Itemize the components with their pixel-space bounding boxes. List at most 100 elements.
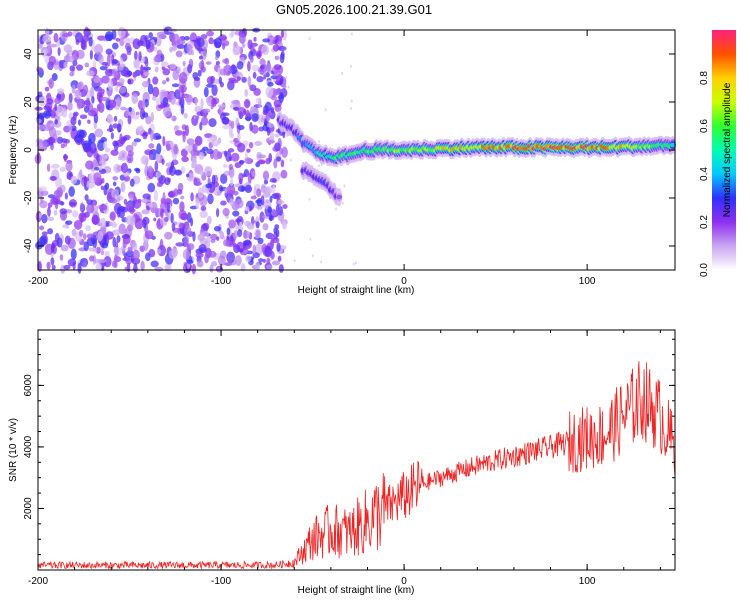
noise-blob [201, 230, 210, 237]
noise-blob [241, 76, 247, 83]
noise-blob [37, 139, 44, 150]
y-tick-label: 0 [23, 147, 34, 153]
noise-blob [216, 236, 220, 241]
noise-blob [207, 177, 211, 186]
noise-blob [93, 172, 102, 183]
noise-blob [269, 239, 275, 250]
noise-blob [256, 50, 262, 60]
noise-blob [47, 228, 54, 235]
noise-blob [164, 231, 173, 240]
noise-blob [80, 202, 84, 212]
noise-blob [82, 261, 88, 268]
noise-blob [223, 65, 227, 76]
noise-blob [234, 198, 244, 209]
noise-blob [264, 101, 272, 112]
noise-blob [285, 76, 288, 80]
noise-blob [160, 208, 164, 219]
noise-blob [111, 229, 121, 236]
y-tick-label: 4000 [23, 435, 34, 458]
noise-blob [194, 106, 203, 113]
noise-blob [128, 194, 134, 201]
noise-blob [320, 163, 323, 167]
noise-blob [276, 242, 281, 252]
noise-blob [147, 83, 154, 95]
noise-blob [97, 258, 107, 264]
noise-blob [274, 142, 281, 152]
noise-blob [110, 132, 114, 140]
snr-x-label: Height of straight line (km) [298, 585, 415, 596]
noise-blob [147, 165, 153, 173]
noise-blob [49, 43, 58, 48]
noise-blob [128, 106, 132, 113]
noise-blob [255, 229, 261, 239]
noise-blob [199, 210, 208, 219]
y-tick-label: 40 [23, 48, 34, 60]
noise-blob [86, 70, 95, 77]
noise-blob [238, 33, 246, 45]
noise-blob [178, 222, 185, 229]
colorbar-ticks: 0.0 0.2 0.4 0.6 0.8 [699, 71, 710, 277]
noise-blob [48, 55, 56, 65]
noise-blob [237, 133, 241, 141]
x-tick-label: 100 [579, 576, 596, 587]
noise-blob [251, 64, 259, 72]
noise-blob [104, 250, 110, 257]
noise-blob [262, 38, 271, 43]
noise-blob [68, 186, 75, 197]
noise-blob [85, 97, 91, 109]
noise-blob [293, 259, 296, 263]
noise-blob [59, 166, 66, 172]
noise-blob [111, 189, 120, 199]
noise-blob [256, 75, 264, 83]
noise-blob [240, 186, 245, 192]
noise-blob [278, 264, 284, 273]
noise-blob [266, 264, 273, 270]
noise-blob [194, 96, 198, 106]
noise-blob [119, 86, 127, 94]
noise-blob [277, 199, 285, 205]
noise-blob [40, 196, 44, 204]
noise-blob [44, 102, 53, 111]
noise-blob [44, 86, 50, 92]
noise-blob [274, 224, 280, 230]
noise-blob [103, 255, 112, 268]
noise-blob [120, 181, 126, 193]
noise-blob [147, 182, 156, 193]
noise-blob [84, 26, 89, 36]
noise-blob [75, 32, 84, 43]
noise-blob [165, 112, 173, 116]
noise-blob [261, 45, 270, 56]
noise-blob [150, 201, 158, 213]
noise-blob [131, 257, 141, 265]
noise-blob [274, 80, 283, 86]
noise-blob [51, 264, 56, 271]
noise-blob [119, 174, 125, 181]
noise-blob [123, 198, 128, 205]
noise-blob [91, 214, 99, 225]
noise-blob [350, 32, 353, 36]
noise-blob [174, 125, 180, 131]
noise-blob [352, 262, 355, 266]
noise-blob [129, 206, 135, 214]
noise-blob [251, 124, 259, 134]
noise-blob [124, 175, 131, 182]
noise-blob [184, 144, 193, 152]
noise-blob [112, 176, 118, 181]
noise-blob [36, 118, 42, 124]
noise-blob [72, 210, 79, 218]
x-tick-label: -100 [211, 276, 231, 287]
noise-blob [272, 44, 280, 52]
noise-blob [46, 163, 51, 172]
noise-blob [49, 175, 57, 181]
noise-blob [108, 221, 113, 227]
noise-blob [244, 184, 253, 194]
noise-blob [105, 48, 113, 55]
noise-blob [175, 242, 185, 247]
noise-blob [318, 164, 321, 168]
noise-blob [270, 131, 274, 141]
noise-blob [63, 153, 67, 163]
noise-blob [94, 128, 104, 138]
noise-blob [232, 242, 237, 248]
noise-blob [254, 141, 263, 146]
noise-blob [180, 104, 185, 115]
